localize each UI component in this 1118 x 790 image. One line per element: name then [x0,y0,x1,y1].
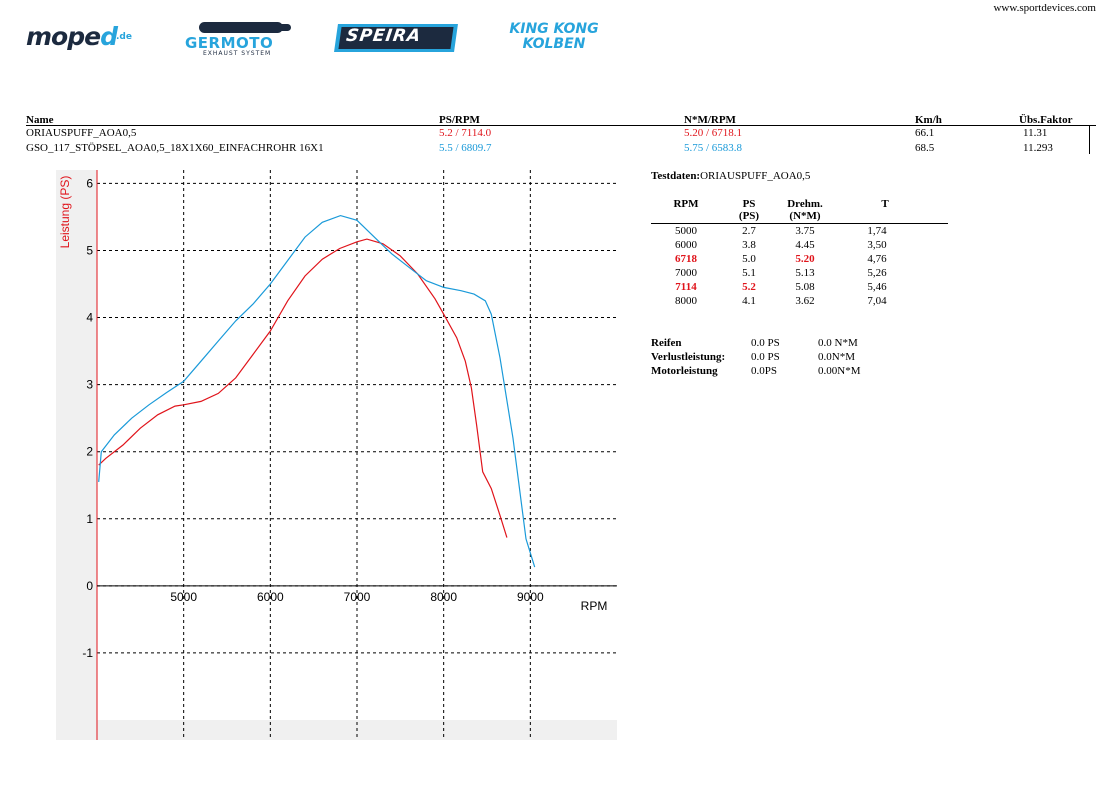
td-cell-nm: 5.20 [795,253,815,265]
td-cell-nm: 3.75 [795,225,815,237]
test-data-title: Testdaten:ORIAUSPUFF_AOA0,5 [651,170,810,182]
run2-nm-rpm: 5.75 / 6583.8 [684,142,743,154]
moped-logo: moped .de [26,22,138,54]
y-axis-label: Leistung (PS) [58,176,72,249]
y-tick-label: 4 [86,311,93,325]
header-ps-rpm: PS/RPM [439,114,480,126]
run2-ps-rpm: 5.5 / 6809.7 [439,142,492,154]
header-name: Name [26,114,54,126]
run1-ps-rpm: 5.2 / 7114.0 [439,127,492,139]
td-header-t: T [875,198,895,210]
td-header-torque: Drehm. (N*M) [782,198,828,222]
td-header-rpm: RPM [671,198,701,210]
loss-v2: 0.0N*M [818,351,855,363]
td-header-torque-l1: Drehm. [787,198,823,210]
td-header-ps-l2: (PS) [738,210,760,222]
y-tick-label: 3 [86,378,93,392]
td-cell-rpm: 5000 [675,225,697,237]
loss-label: Motorleistung [651,365,718,377]
test-data-run: ORIAUSPUFF_AOA0,5 [700,170,811,182]
kingkong-logo: KING KONG KOLBEN [498,22,610,52]
series-layer [98,214,536,568]
x-tick-label: 6000 [257,590,284,604]
moped-prefix: mope [26,22,101,51]
run2-kmh: 68.5 [915,142,935,154]
td-header-ps-l1: PS [742,198,756,210]
axes: -1 0 1 2 3 4 5 6 5000 6000 7000 8000 9000 [82,170,617,740]
table-header-rule [26,125,1096,126]
series-line-1 [98,238,508,538]
td-cell-nm: 4.45 [795,239,815,251]
x-tick-label: 9000 [517,590,544,604]
td-header-ps: PS (PS) [734,198,764,222]
td-cell-t: 7,04 [867,295,887,307]
td-cell-rpm: 7114 [675,281,697,293]
td-cell-rpm: 6000 [675,239,697,251]
run1-nm-rpm: 5.20 / 6718.1 [684,127,743,139]
x-axis-label: RPM [581,599,608,613]
site-url: www.sportdevices.com [993,2,1096,14]
td-header-rule [651,223,948,224]
td-cell-ps: 5.1 [742,267,756,279]
power-chart: -1 0 1 2 3 4 5 6 5000 6000 7000 8000 9000 Leistung (… [56,170,617,740]
test-data-label: Testdaten: [651,170,701,182]
td-cell-t: 4,76 [867,253,887,265]
moped-suffix: .de [116,32,132,42]
x-tick-label: 8000 [430,590,457,604]
td-cell-nm: 5.08 [795,281,815,293]
run2-ratio: 11.293 [1023,142,1053,154]
loss-v2: 0.0 N*M [818,337,858,349]
td-cell-t: 5,26 [867,267,887,279]
y-tick-label: -1 [82,646,93,660]
td-cell-nm: 3.62 [795,295,815,307]
td-cell-rpm: 6718 [675,253,697,265]
td-cell-ps: 5.0 [742,253,756,265]
td-cell-ps: 5.2 [742,281,756,293]
y-tick-label: 0 [86,579,93,593]
kingkong-line1: KING KONG [509,21,599,37]
exhaust-pipe-icon [199,22,291,33]
td-cell-t: 5,46 [867,281,887,293]
loss-label: Reifen [651,337,682,349]
td-header-t-l1: T [881,198,889,210]
loss-v1: 0.0 PS [751,351,780,363]
plot-area [97,170,617,720]
td-cell-ps: 4.1 [742,295,756,307]
run1-ratio: 11.31 [1023,127,1048,139]
x-tick-label: 5000 [170,590,197,604]
run1-kmh: 66.1 [915,127,935,139]
y-tick-label: 5 [86,243,93,257]
td-cell-rpm: 7000 [675,267,697,279]
y-tick-label: 2 [86,445,93,459]
x-tick-label: 7000 [344,590,371,604]
y-tick-label: 1 [86,512,93,526]
y-tick-label: 6 [86,176,93,190]
header-nm-rpm: N*M/RPM [684,114,736,126]
germoto-logo: GERMOTO EXHAUST SYSTEM [185,20,297,58]
td-cell-t: 1,74 [867,225,887,237]
header-ratio: Übs.Faktor [1019,114,1073,126]
td-header-rpm-l1: RPM [673,198,699,210]
kingkong-line2: KOLBEN [522,36,586,52]
loss-v2: 0.00N*M [818,365,861,377]
loss-label: Verlustleistung: [651,351,726,363]
moped-accent: d [100,22,118,51]
run1-name: ORIAUSPUFF_AOA0,5 [26,127,137,139]
td-cell-nm: 5.13 [795,267,815,279]
header-kmh: Km/h [915,114,942,126]
loss-v1: 0.0PS [751,365,777,377]
germoto-name: GERMOTO [185,34,274,52]
td-header-torque-l2: (N*M) [789,210,821,222]
td-cell-t: 3,50 [867,239,887,251]
td-cell-ps: 3.8 [742,239,756,251]
run2-name: GSO_117_STÖPSEL_AOA0,5_18X1X60_EINFACHRO… [26,142,324,154]
table-edge [1089,126,1090,154]
td-cell-rpm: 8000 [675,295,697,307]
germoto-sub: EXHAUST SYSTEM [203,50,272,57]
td-cell-ps: 2.7 [742,225,756,237]
series-line-2 [98,214,536,568]
loss-v1: 0.0 PS [751,337,780,349]
